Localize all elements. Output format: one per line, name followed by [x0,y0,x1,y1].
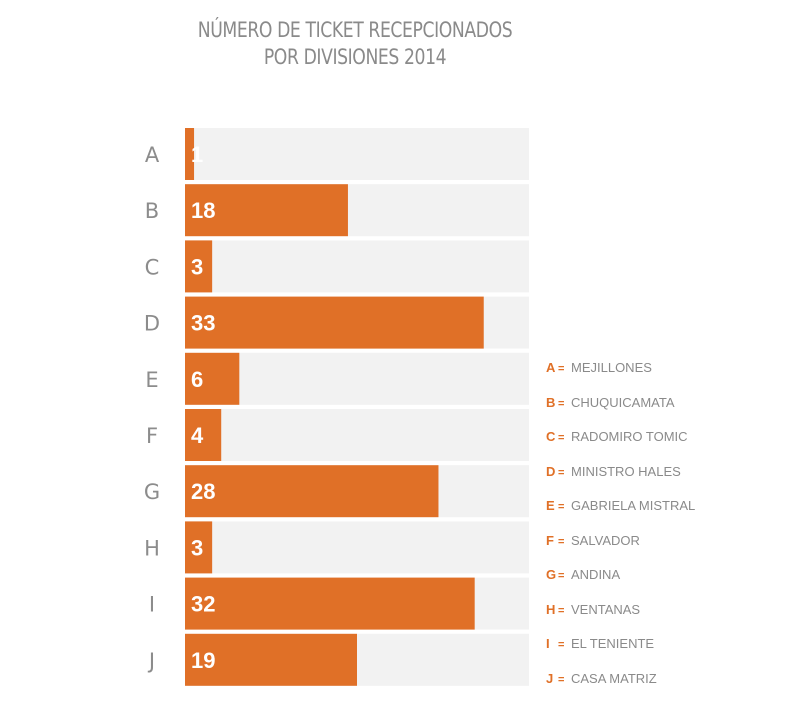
legend-name: VENTANAS [571,601,641,617]
category-label: E [145,368,158,392]
data-label: 32 [191,592,215,617]
legend-name: CASA MATRIZ [571,670,657,686]
data-label: 28 [191,479,215,504]
legend-key: I [546,636,550,651]
legend-name: SALVADOR [571,532,640,548]
legend-key: H [546,601,556,617]
legend-equals: = [558,501,565,513]
data-label: 33 [191,311,215,336]
legend-equals: = [558,363,565,375]
category-label: G [144,480,160,504]
data-label: 6 [191,367,203,392]
legend: A = MEJILLONES B = CHUQUICAMATA C = RADOMIRO TOM… [546,356,796,701]
data-label: 3 [191,535,203,560]
legend-equals: = [558,397,565,410]
bar [185,633,357,686]
legend-key: E [546,498,555,513]
legend-item: D = MINISTRO HALES [546,460,796,495]
bar-track [185,352,529,405]
bar [185,352,240,405]
legend-key: A [546,360,556,375]
bar [185,240,213,293]
legend-key: B [546,394,556,410]
bar [185,128,195,180]
bar-track [185,521,529,574]
bar [185,521,213,574]
category-label: A [145,143,160,167]
chart-title-line-1: NÚMERO DE TICKET RECEPCIONADOS [197,18,513,42]
chart-title: NÚMERO DE TICKET RECEPCIONADOS POR DIVIS… [187,17,523,71]
legend-name: CHUQUICAMATA [571,394,675,410]
legend-name: ANDINA [571,567,621,582]
bar [185,409,222,461]
category-label: F [146,424,158,448]
data-label: 4 [191,423,204,448]
legend-item: G = ANDINA [546,563,796,598]
bar [185,184,348,237]
data-label: 18 [191,198,215,223]
category-label: C [145,255,160,279]
legend-name: MEJILLONES [571,360,652,375]
legend-key: F [546,532,554,548]
legend-equals: = [558,535,565,548]
legend-equals: = [558,570,565,582]
legend-name: MINISTRO HALES [571,463,681,479]
legend-item: I = EL TENIENTE [546,632,796,667]
legend-item: J = CASA MATRIZ [546,667,796,702]
legend-equals: = [558,466,565,479]
legend-equals: = [558,604,565,617]
legend-name: RADOMIRO TOMIC [571,429,688,444]
bar [185,577,475,630]
data-label: 3 [191,254,203,279]
legend-item: F = SALVADOR [546,529,796,564]
category-label: J [147,649,155,673]
category-label: H [144,536,160,560]
category-label: D [144,312,160,336]
legend-name: GABRIELA MISTRAL [571,498,696,513]
data-label: 19 [191,648,215,673]
legend-item: B = CHUQUICAMATA [546,391,796,426]
bar-track [185,409,529,461]
legend-key: G [546,567,557,582]
legend-key: J [546,670,554,686]
legend-name: EL TENIENTE [571,636,655,651]
bar [185,465,439,518]
legend-equals: = [558,673,565,686]
category-label: B [145,199,159,223]
bar [185,296,484,349]
bar-track [185,128,529,180]
bar-track [185,240,529,293]
legend-item: A = MEJILLONES [546,356,796,391]
category-label: I [149,593,155,617]
legend-item: C = RADOMIRO TOMIC [546,425,796,460]
legend-item: H = VENTANAS [546,598,796,633]
legend-key: C [546,429,556,444]
legend-equals: = [558,432,565,444]
chart-title-line-2: POR DIVISIONES 2014 [263,45,447,69]
legend-equals: = [558,639,565,651]
data-label: 1 [191,142,203,167]
legend-key: D [546,463,556,479]
legend-item: E = GABRIELA MISTRAL [546,494,796,529]
